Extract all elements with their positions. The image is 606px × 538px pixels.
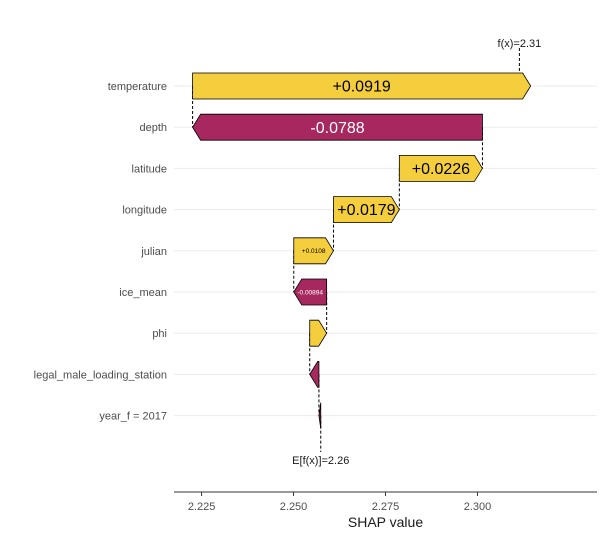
x-axis-ticks: 2.225 2.250 2.275 2.300 (188, 492, 491, 513)
feature-label: ice_mean (119, 287, 167, 299)
contribution-bar (309, 360, 320, 388)
value-label: -0.0788 (310, 120, 364, 137)
contribution-bar (293, 237, 334, 265)
feature-label: phi (152, 328, 167, 340)
x-tick-label: 2.225 (188, 501, 216, 513)
feature-label: latitude (132, 163, 167, 175)
contribution-bar (309, 319, 328, 347)
connector-lines (192, 48, 520, 452)
feature-label: depth (139, 122, 167, 134)
value-label: -0.00894 (297, 289, 323, 296)
feature-label: legal_male_loading_station (34, 369, 167, 381)
value-label: +0.0919 (332, 79, 390, 96)
contribution-bar (398, 154, 483, 182)
contribution-bar (192, 72, 532, 100)
value-label: +0.0179 (337, 202, 395, 219)
feature-label: temperature (108, 81, 167, 93)
feature-labels: temperature depth latitude longitude julian i… (34, 81, 167, 423)
contribution-bars: +0.0919 -0.0788 +0.0226 +0.0179 +0.0108 -0.00… (192, 72, 532, 429)
contribution-bar (333, 196, 400, 224)
final-value-label: f(x)=2.31 (498, 38, 542, 50)
x-axis-title: SHAP value (348, 514, 423, 530)
feature-label: year_f = 2017 (99, 411, 167, 423)
feature-label: longitude (122, 205, 167, 217)
feature-label: julian (140, 246, 167, 258)
value-label: +0.0226 (412, 161, 470, 178)
value-label: +0.0108 (302, 248, 326, 255)
contribution-bar (192, 113, 483, 141)
base-value-label: E[f(x)]=2.26 (292, 455, 349, 467)
x-tick-label: 2.250 (280, 501, 308, 513)
x-tick-label: 2.275 (372, 501, 400, 513)
contribution-bar (318, 402, 322, 429)
contribution-bar (293, 278, 328, 306)
x-tick-label: 2.300 (464, 501, 492, 513)
